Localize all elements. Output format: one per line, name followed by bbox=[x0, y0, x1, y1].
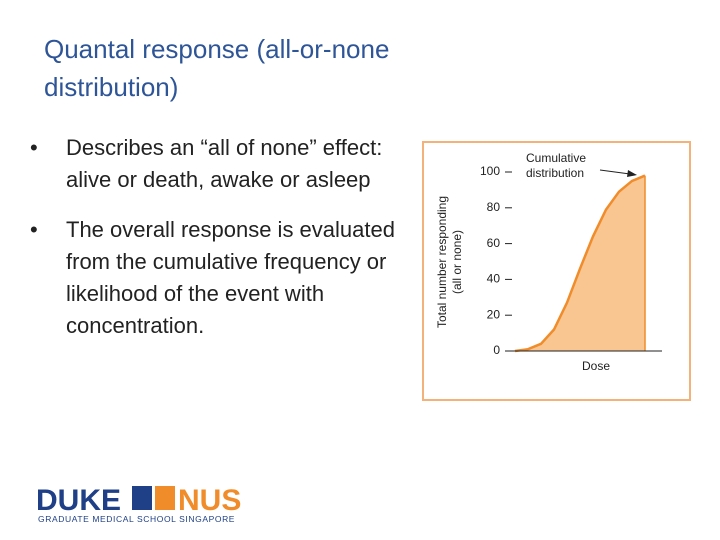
area-line bbox=[514, 174, 646, 353]
slide-title: Quantal response (all-or-none distributi… bbox=[44, 34, 390, 102]
y-tick-label: 20 bbox=[487, 307, 501, 321]
bullet: The overall response is evaluated from t… bbox=[30, 214, 400, 342]
bullet-list: Describes an “all of none” effect: alive… bbox=[30, 132, 400, 360]
area-fill bbox=[515, 175, 645, 351]
y-tick-label: 40 bbox=[487, 272, 501, 286]
y-tick-label: 100 bbox=[480, 164, 500, 178]
y-tick-label: 80 bbox=[487, 200, 501, 214]
logo-subtitle: GRADUATE MEDICAL SCHOOL SINGAPORE bbox=[38, 514, 235, 524]
y-tick-label: 60 bbox=[487, 236, 501, 250]
y-axis-label: Total number responding bbox=[435, 196, 449, 328]
x-axis-label: Dose bbox=[582, 359, 610, 373]
bullet: Describes an “all of none” effect: alive… bbox=[30, 132, 400, 196]
logo-shield bbox=[132, 486, 152, 510]
y-axis-label: (all or none) bbox=[450, 230, 464, 294]
y-tick-label: 0 bbox=[493, 343, 500, 357]
logo-left: DUKE bbox=[36, 484, 121, 517]
annotation-arrow bbox=[599, 169, 631, 175]
annotation: Cumulative bbox=[526, 151, 586, 165]
logo: DUKE NUS GRADUATE MEDICAL SCHOOL SINGAPO… bbox=[36, 484, 241, 524]
logo-right: NUS bbox=[178, 484, 241, 517]
logo-shield bbox=[155, 486, 175, 510]
chart-frame bbox=[422, 141, 691, 401]
arrow-head bbox=[627, 170, 637, 177]
annotation: distribution bbox=[526, 166, 584, 180]
